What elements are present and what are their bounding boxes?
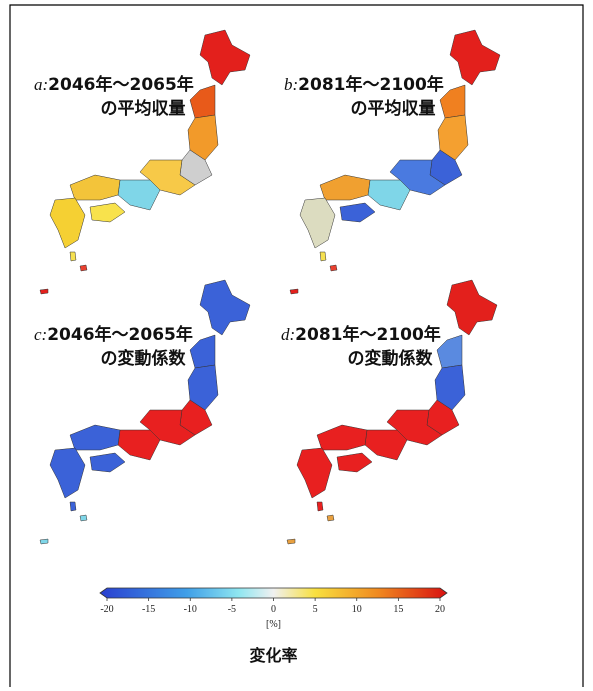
prefecture-region bbox=[70, 252, 76, 261]
panel-measure: の変動係数 bbox=[348, 348, 434, 369]
prefecture-region bbox=[190, 335, 215, 368]
japan-map bbox=[287, 280, 497, 544]
panel-letter: c: bbox=[34, 325, 47, 344]
prefecture-region bbox=[200, 280, 250, 335]
panel-letter: a: bbox=[34, 75, 48, 94]
prefecture-region bbox=[287, 539, 295, 544]
colorbar-tick-label: 5 bbox=[313, 604, 318, 615]
prefecture-region bbox=[80, 515, 87, 521]
panel-period: 2081年～2100年 bbox=[298, 74, 444, 95]
prefecture-region bbox=[320, 252, 326, 261]
prefecture-region bbox=[327, 515, 334, 521]
panel-title: c:2046年～2065年 bbox=[34, 324, 193, 345]
colorbar-tick-label: 0 bbox=[271, 604, 276, 615]
colorbar-title: 変化率 bbox=[249, 646, 297, 665]
prefecture-region bbox=[297, 448, 332, 498]
colorbar-tick-label: -15 bbox=[142, 604, 155, 615]
prefecture-region bbox=[317, 502, 323, 511]
prefecture-region bbox=[340, 203, 375, 222]
panel-title: a:2046年～2065年 bbox=[34, 74, 194, 95]
colorbar-tick-label: 15 bbox=[393, 604, 403, 615]
prefecture-region bbox=[118, 180, 160, 210]
prefecture-region bbox=[337, 453, 372, 472]
prefecture-region bbox=[118, 430, 160, 460]
colorbar-tick-label: 10 bbox=[352, 604, 362, 615]
colorbar-gradient bbox=[100, 588, 447, 598]
prefecture-region bbox=[40, 539, 48, 544]
panel-letter: d: bbox=[281, 325, 295, 344]
prefecture-region bbox=[368, 180, 410, 210]
colorbar: -20 -15 -10 -5 0 5 10 15 20 [%] 変化率 bbox=[100, 588, 447, 665]
prefecture-region bbox=[70, 502, 76, 511]
panel-measure: の平均収量 bbox=[101, 98, 186, 119]
prefecture-region bbox=[50, 198, 85, 248]
prefecture-region bbox=[40, 289, 48, 294]
panel-period: 2046年～2065年 bbox=[47, 324, 193, 345]
panel-title: d:2081年～2100年 bbox=[281, 324, 441, 345]
colorbar-tick-label: -5 bbox=[228, 604, 236, 615]
panel-measure: の変動係数 bbox=[101, 348, 187, 369]
panel-letter: b: bbox=[284, 75, 298, 94]
prefecture-region bbox=[447, 280, 497, 335]
prefecture-region bbox=[70, 425, 120, 450]
panel-labels: a:2046年～2065年の平均収量b:2081年～2100年の平均収量c:20… bbox=[34, 74, 444, 369]
prefecture-region bbox=[90, 203, 125, 222]
prefecture-region bbox=[70, 175, 120, 200]
colorbar-unit: [%] bbox=[266, 619, 281, 630]
prefecture-region bbox=[365, 430, 407, 460]
japan-map bbox=[40, 30, 250, 294]
japan-map bbox=[290, 30, 500, 294]
prefecture-region bbox=[50, 448, 85, 498]
panel-period: 2081年～2100年 bbox=[295, 324, 441, 345]
prefecture-region bbox=[300, 198, 335, 248]
figure: a:2046年～2065年の平均収量b:2081年～2100年の平均収量c:20… bbox=[0, 0, 593, 687]
prefecture-region bbox=[450, 30, 500, 85]
frame bbox=[10, 5, 583, 687]
japan-map bbox=[40, 280, 250, 544]
panel-title: b:2081年～2100年 bbox=[284, 74, 444, 95]
prefecture-region bbox=[90, 453, 125, 472]
prefecture-region bbox=[317, 425, 367, 450]
prefecture-region bbox=[290, 289, 298, 294]
colorbar-tick-label: -20 bbox=[100, 604, 113, 615]
prefecture-region bbox=[80, 265, 87, 271]
colorbar-tick-label: -10 bbox=[184, 604, 197, 615]
colorbar-tick-label: 20 bbox=[435, 604, 445, 615]
prefecture-region bbox=[320, 175, 370, 200]
panel-measure: の平均収量 bbox=[351, 98, 436, 119]
prefecture-region bbox=[200, 30, 250, 85]
panel-period: 2046年～2065年 bbox=[48, 74, 194, 95]
prefecture-region bbox=[330, 265, 337, 271]
